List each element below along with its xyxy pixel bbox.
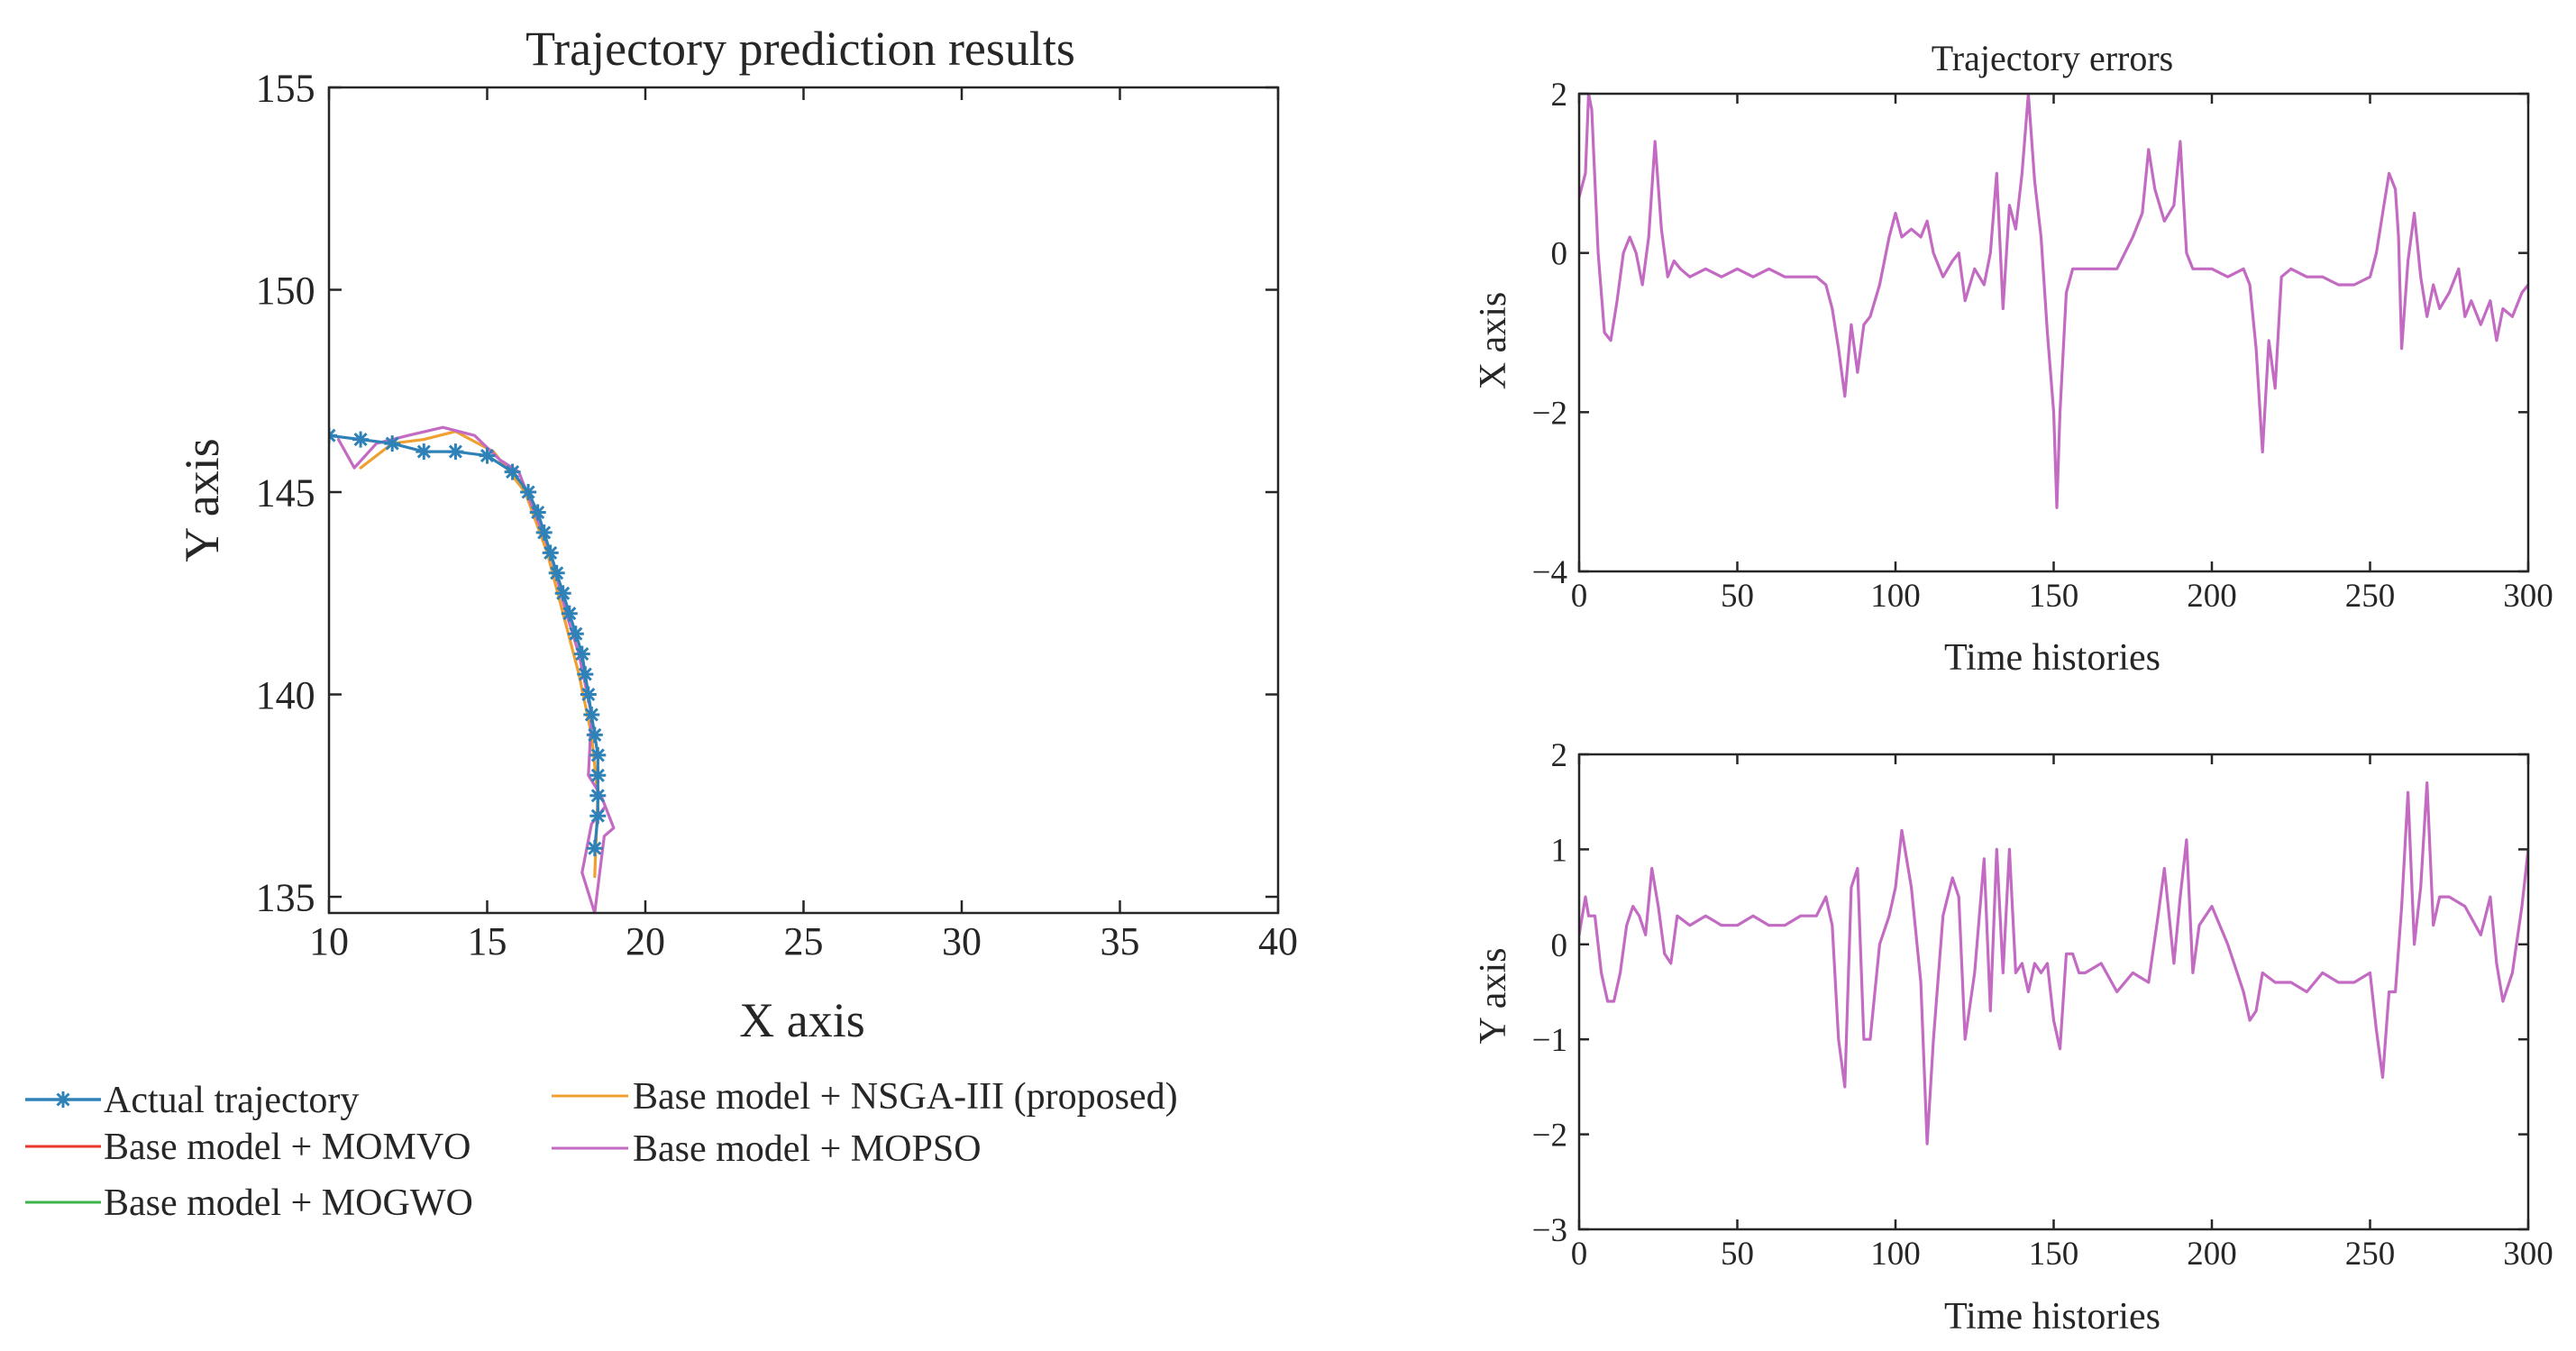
y-tick-label: −1 xyxy=(1532,1022,1567,1059)
asterisk-marker xyxy=(589,746,607,763)
asterisk-marker xyxy=(535,524,553,541)
chart-title: Trajectory prediction results xyxy=(525,22,1075,76)
x-tick-label: 35 xyxy=(1101,919,1140,963)
x-tick-label: 200 xyxy=(2187,1236,2237,1273)
asterisk-marker xyxy=(548,564,565,581)
y-axis-label: X axis xyxy=(1473,292,1514,390)
asterisk-marker xyxy=(573,645,590,662)
axes-frame xyxy=(327,86,1280,915)
asterisk-marker xyxy=(554,585,571,602)
asterisk-marker xyxy=(567,625,584,643)
chart-title: Trajectory errors xyxy=(1932,38,2173,78)
asterisk-marker xyxy=(586,840,603,857)
asterisk-marker xyxy=(589,808,607,825)
y-tick-label: 155 xyxy=(256,66,315,110)
x-tick-label: 100 xyxy=(1870,1236,1921,1273)
plot-area xyxy=(1579,94,2528,509)
asterisk-marker xyxy=(329,427,337,444)
x-tick-label: 20 xyxy=(626,919,665,963)
x-error-chart: Trajectory errors 0 50 100 150 200 250 300 −4 −2… xyxy=(1473,38,2553,679)
y-axis-label: Y axis xyxy=(1473,948,1514,1045)
legend-item-actual-trajectory: Actual trajectory xyxy=(25,1080,359,1121)
axes: 10 15 20 25 30 35 40 135 140 145 150 155 xyxy=(256,66,1298,963)
asterisk-marker xyxy=(352,431,370,448)
legend-label: Base model + MOMVO xyxy=(104,1127,471,1168)
y-axis-label: Y axis xyxy=(175,438,229,561)
asterisk-marker xyxy=(384,435,401,452)
x-tick-label: 0 xyxy=(1571,578,1588,615)
axes: 0 50 100 150 200 250 300 −3 −2 −1 0 1 2 xyxy=(1532,737,2553,1273)
y-tick-label: 135 xyxy=(256,875,315,919)
plot-area xyxy=(1579,780,2528,1146)
y-tick-label: 145 xyxy=(256,470,315,515)
y-tick-label: −2 xyxy=(1532,395,1567,432)
asterisk-marker xyxy=(542,544,559,561)
y-error-chart: 0 50 100 150 200 250 300 −3 −2 −1 0 1 2 Time histori… xyxy=(1473,737,2553,1337)
x-tick-label: 200 xyxy=(2187,578,2237,615)
y-tick-label: 0 xyxy=(1551,927,1568,964)
x-tick-label: 50 xyxy=(1721,578,1754,615)
legend-item-mopso: Base model + MOPSO xyxy=(552,1128,982,1170)
legend-item-mogwo: Base model + MOGWO xyxy=(25,1182,473,1224)
x-tick-label: 50 xyxy=(1721,1236,1754,1273)
legend-label: Base model + MOGWO xyxy=(104,1182,473,1224)
x-tick-label: 15 xyxy=(468,919,507,963)
legend-label: Base model + NSGA-III (proposed) xyxy=(633,1076,1178,1118)
trajectory-prediction-chart: Trajectory prediction results 10 15 20 25 30… xyxy=(175,22,1298,1047)
asterisk-marker xyxy=(416,443,433,461)
legend-label: Actual trajectory xyxy=(104,1080,359,1121)
asterisk-marker xyxy=(577,666,594,683)
y-tick-label: −3 xyxy=(1532,1212,1567,1249)
legend-item-nsga-iii: Base model + NSGA-III (proposed) xyxy=(552,1076,1178,1118)
series-line-base-model-mopso xyxy=(336,425,616,913)
x-tick-label: 150 xyxy=(2029,578,2079,615)
y-tick-label: 1 xyxy=(1551,832,1568,869)
y-tick-label: 140 xyxy=(256,673,315,717)
axes: 0 50 100 150 200 250 300 −4 −2 0 2 xyxy=(1532,77,2553,615)
asterisk-marker xyxy=(589,787,607,804)
x-tick-label: 30 xyxy=(942,919,982,963)
asterisk-marker xyxy=(589,767,607,784)
asterisk-marker xyxy=(504,463,521,480)
x-tick-label: 10 xyxy=(309,919,349,963)
asterisk-marker xyxy=(561,605,578,622)
legend: Actual trajectory Base model + MOMVO Bas… xyxy=(25,1076,1178,1224)
y-tick-label: −2 xyxy=(1532,1118,1567,1155)
axes-frame xyxy=(1577,753,2530,1231)
x-tick-label: 300 xyxy=(2503,1236,2553,1273)
x-axis-label: Time histories xyxy=(1944,1296,2160,1337)
legend-label: Base model + MOPSO xyxy=(633,1128,982,1170)
x-axis-label: Time histories xyxy=(1944,637,2160,679)
x-tick-label: 25 xyxy=(784,919,824,963)
x-tick-label: 250 xyxy=(2345,578,2396,615)
asterisk-marker xyxy=(580,686,597,703)
y-tick-label: 0 xyxy=(1551,236,1568,273)
series-line-base-model-mopso xyxy=(1579,780,2528,1146)
asterisk-marker xyxy=(586,726,603,744)
asterisk-marker xyxy=(520,484,537,500)
plot-area xyxy=(329,425,616,913)
asterisk-marker xyxy=(447,443,464,461)
axes-frame xyxy=(1577,92,2530,573)
legend-item-momvo: Base model + MOMVO xyxy=(25,1127,471,1168)
asterisk-marker xyxy=(479,447,496,464)
x-axis-label: X axis xyxy=(739,993,864,1047)
asterisk-marker xyxy=(583,707,600,723)
x-tick-label: 300 xyxy=(2503,578,2553,615)
x-tick-label: 150 xyxy=(2029,1236,2079,1273)
x-tick-label: 100 xyxy=(1870,578,1921,615)
series-line-base-model-mopso xyxy=(1579,94,2528,509)
series-line-base-model-nsga-iii-proposed xyxy=(359,430,599,879)
y-tick-label: −4 xyxy=(1532,554,1567,591)
x-tick-label: 250 xyxy=(2345,1236,2396,1273)
asterisk-marker xyxy=(529,504,546,521)
y-tick-label: 2 xyxy=(1551,77,1568,114)
y-tick-label: 150 xyxy=(256,269,315,313)
y-tick-label: 2 xyxy=(1551,737,1568,774)
series-line-actual-trajectory xyxy=(329,434,599,850)
x-tick-label: 40 xyxy=(1258,919,1298,963)
x-tick-label: 0 xyxy=(1571,1236,1588,1273)
asterisk-marker-icon xyxy=(55,1091,71,1108)
